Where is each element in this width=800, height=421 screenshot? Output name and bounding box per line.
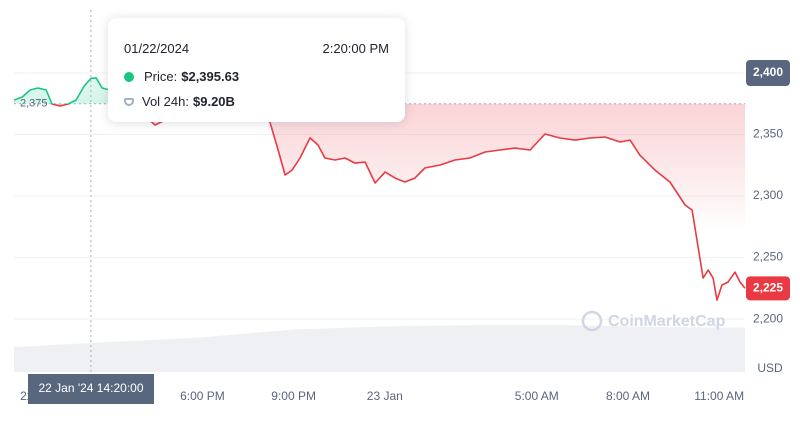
price-dot (124, 71, 134, 82)
y-tick-highlight (746, 59, 790, 86)
tooltip-volume-label: Vol 24h: (142, 94, 189, 109)
tooltip-date: 01/22/2024 (124, 41, 190, 56)
y-tick-label: 2,350 (753, 127, 783, 141)
y-tick-label: 2,400 (753, 65, 783, 79)
watermark: CoinMarketCap (608, 313, 726, 330)
tooltip-volume: $9.20B (193, 94, 235, 109)
tooltip-header: 01/22/2024 2:20:00 PM (124, 36, 389, 61)
last-price-tag (746, 276, 790, 301)
volume-area (14, 325, 745, 372)
price-line (13, 77, 746, 301)
tooltip: 01/22/2024 2:20:00 PM Price: $2,395.63 V… (108, 18, 405, 122)
watermark-logo (581, 310, 603, 332)
tooltip-volume-row: Vol 24h: $9.20B (124, 89, 389, 114)
x-tick-label: 5:00 AM (515, 389, 559, 403)
x-tick-label: 6:00 PM (180, 389, 225, 403)
x-tick-label: 8:00 AM (606, 389, 650, 403)
tooltip-time: 2:20:00 PM (322, 41, 390, 56)
baseline-label: 2,375 (20, 98, 48, 110)
last-price-label: 2,225 (753, 281, 783, 295)
y-tick-label: 2,200 (753, 311, 783, 325)
tooltip-price-label: Price: (144, 69, 178, 84)
tooltip-price-row: Price: $2,395.63 (124, 64, 389, 89)
crosshair-tag (28, 374, 154, 404)
crosshair-label: 22 Jan '24 14:20:00 (38, 381, 143, 395)
price-area (14, 77, 745, 301)
tooltip-price: $2,395.63 (181, 69, 240, 84)
volume-icon (124, 97, 134, 106)
y-unit: USD (757, 361, 783, 375)
x-tick-label: 9:00 PM (271, 389, 316, 403)
x-tick-label: 11:00 AM (694, 389, 744, 403)
x-tick-label: 23 Jan (367, 389, 403, 403)
y-tick-label: 2,250 (753, 250, 783, 264)
y-tick-label: 2,300 (753, 188, 783, 202)
